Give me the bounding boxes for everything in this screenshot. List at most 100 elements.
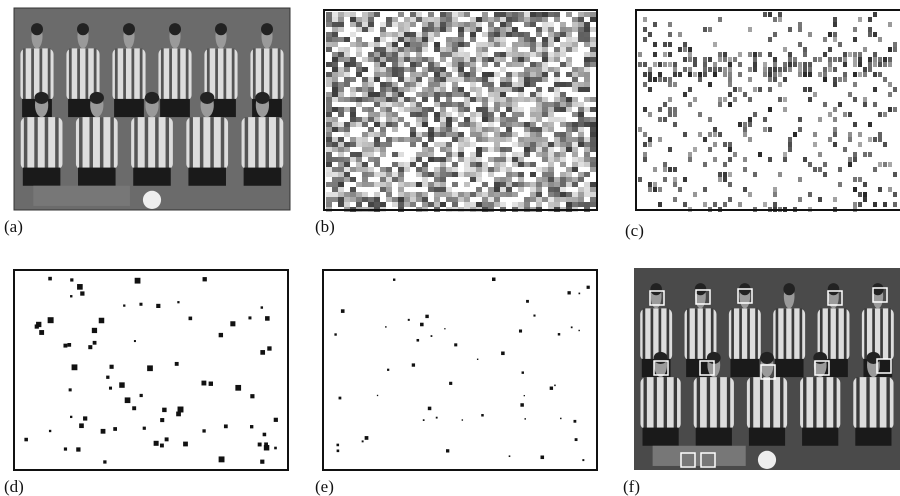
cell <box>763 67 767 72</box>
cell <box>362 197 368 202</box>
cell <box>356 17 362 22</box>
cell <box>813 167 817 172</box>
cell <box>693 72 697 77</box>
cell <box>488 22 494 27</box>
cell <box>798 22 802 27</box>
cell <box>524 182 530 187</box>
cell <box>578 187 584 192</box>
cell <box>823 172 827 177</box>
cell <box>386 167 392 172</box>
cell <box>326 197 332 202</box>
cell <box>344 97 350 102</box>
cell <box>398 97 404 102</box>
dot <box>264 442 268 447</box>
cell <box>572 47 578 52</box>
cell <box>386 87 392 92</box>
shirt <box>800 377 841 430</box>
cell <box>416 157 422 162</box>
cell <box>416 192 422 197</box>
cell <box>536 127 542 132</box>
cell <box>808 62 812 67</box>
cell <box>823 102 827 107</box>
cell <box>404 97 410 102</box>
cell <box>422 122 428 127</box>
cell <box>743 92 747 97</box>
cell <box>446 77 452 82</box>
cell <box>506 77 512 82</box>
cell <box>738 72 742 77</box>
cell <box>332 157 338 162</box>
cell <box>470 127 476 132</box>
cell <box>410 77 416 82</box>
cell <box>518 162 524 167</box>
cell <box>658 72 662 77</box>
cell <box>858 17 862 22</box>
cell <box>878 112 882 117</box>
cell <box>548 57 554 62</box>
cell <box>773 192 777 197</box>
cell <box>560 32 566 37</box>
cell <box>542 197 548 202</box>
cell <box>482 32 488 37</box>
cell <box>380 22 386 27</box>
cell <box>410 107 416 112</box>
cell <box>536 52 542 57</box>
dot <box>91 327 98 334</box>
cell <box>590 202 596 207</box>
cell <box>386 192 392 197</box>
cell <box>332 32 338 37</box>
cell <box>703 72 707 77</box>
cell <box>548 112 554 117</box>
cell <box>818 152 822 157</box>
cell <box>356 37 362 42</box>
cell <box>858 192 862 197</box>
cell <box>643 157 647 162</box>
cell <box>848 92 852 97</box>
stripe <box>199 117 204 170</box>
cell <box>440 107 446 112</box>
cell <box>723 67 727 72</box>
cell <box>833 17 837 22</box>
stripe <box>731 308 734 361</box>
cell <box>572 27 578 32</box>
cell <box>422 47 428 52</box>
cell <box>440 77 446 82</box>
cell <box>768 77 772 82</box>
dot <box>274 446 277 450</box>
cell <box>488 32 494 37</box>
cell <box>560 22 566 27</box>
cell <box>386 47 392 52</box>
stripe <box>694 308 698 361</box>
cell <box>566 182 572 187</box>
cell <box>356 42 362 47</box>
stripe <box>775 308 779 361</box>
cell <box>863 152 867 157</box>
cell <box>643 152 647 157</box>
cell <box>440 52 446 57</box>
cell <box>500 122 506 127</box>
face-box <box>700 452 716 468</box>
cell <box>748 97 752 102</box>
cell <box>434 172 440 177</box>
dot <box>202 429 206 433</box>
cell <box>458 12 464 17</box>
cell <box>643 132 647 137</box>
cell <box>566 12 572 17</box>
cell <box>488 97 494 102</box>
cell <box>356 197 362 202</box>
cell <box>673 167 677 172</box>
cell <box>380 177 386 182</box>
shirt <box>241 117 284 170</box>
cell <box>416 37 422 42</box>
cell <box>584 22 590 27</box>
cell <box>434 82 440 87</box>
cell <box>446 187 452 192</box>
cell <box>868 137 872 142</box>
cell <box>410 192 416 197</box>
cell <box>500 32 506 37</box>
cell <box>350 97 356 102</box>
cell <box>728 197 732 202</box>
cell <box>488 112 494 117</box>
cell <box>332 107 338 112</box>
cell <box>356 182 362 187</box>
